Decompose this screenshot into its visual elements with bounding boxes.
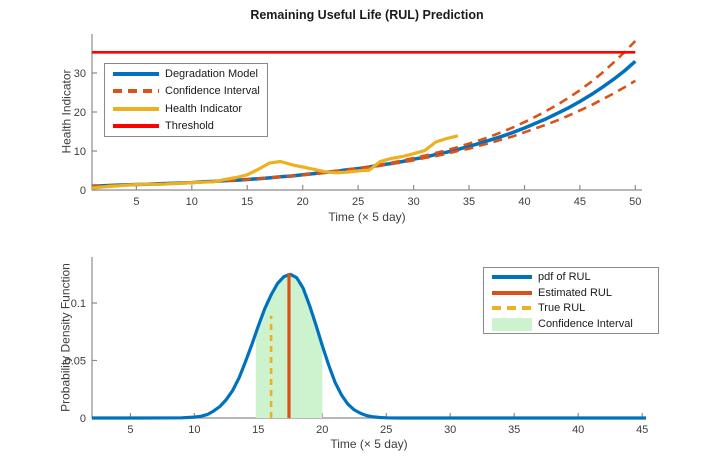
threshold-line-swatch	[113, 124, 159, 129]
health-indicator-line-swatch	[113, 106, 159, 111]
y-tick-label: 0	[80, 413, 86, 425]
y-tick-label: 20	[74, 107, 86, 119]
y-tick-label: 10	[74, 146, 86, 158]
legend-item-threshold: Threshold	[105, 118, 267, 136]
x-tick-label: 45	[636, 424, 648, 436]
x-tick-label: 35	[508, 424, 520, 436]
top-x-axis-label: Time (× 5 day)	[328, 210, 406, 224]
x-tick-label: 50	[629, 196, 641, 208]
bottom-x-axis-label: Time (× 5 day)	[330, 437, 408, 451]
estimated-rul-line-swatch	[492, 290, 532, 295]
x-tick-label: 30	[407, 196, 419, 208]
x-tick-label: 35	[463, 196, 475, 208]
rul-prediction-chart: 5 10 15 20 25 30 35 40 45 50 0 10 20 30	[74, 34, 642, 208]
rul-pdf-chart: 5 10 15 20 25 30 35 40 45 0 0.05 0.1	[65, 257, 648, 436]
legend-label: Confidence Interval	[538, 318, 633, 331]
x-tick-label: 10	[186, 196, 198, 208]
x-tick-label: 10	[188, 424, 200, 436]
legend-label: Degradation Model	[165, 67, 258, 80]
legend-label: True RUL	[538, 302, 586, 315]
top-y-axis-label: Health Indicator	[59, 69, 74, 154]
x-tick-label: 5	[127, 424, 133, 436]
confidence-interval-patch-swatch	[492, 317, 532, 331]
x-tick-label: 25	[380, 424, 392, 436]
degradation-model-line-swatch	[113, 71, 159, 76]
bottom-y-axis-label: Probability Density Function	[58, 263, 73, 412]
legend-label: Estimated RUL	[538, 286, 612, 299]
x-tick-label: 40	[572, 424, 584, 436]
x-tick-label: 15	[252, 424, 264, 436]
x-tick-label: 45	[574, 196, 586, 208]
x-tick-label: 15	[241, 196, 253, 208]
legend-item-degradation-model: Degradation Model	[105, 65, 267, 83]
y-tick-label: 30	[74, 68, 86, 80]
legend-item-pdf-of-rul: pdf of RUL	[484, 269, 658, 285]
legend-item-estimated-rul: Estimated RUL	[484, 285, 658, 301]
x-tick-label: 20	[297, 196, 309, 208]
legend-item-true-rul: True RUL	[484, 301, 658, 317]
true-rul-dashed-swatch	[492, 306, 532, 311]
x-tick-label: 20	[316, 424, 328, 436]
legend-label: pdf of RUL	[538, 270, 591, 283]
confidence-interval-dashed-swatch	[113, 89, 159, 94]
top-chart-legend: Degradation Model Confidence Interval He…	[104, 63, 268, 137]
legend-item-confidence-interval: Confidence Interval	[105, 83, 267, 101]
y-tick-label: 0.1	[71, 298, 86, 310]
legend-label: Health Indicator	[165, 102, 243, 115]
legend-item-health-indicator: Health Indicator	[105, 100, 267, 118]
y-tick-label: 0	[80, 185, 86, 197]
legend-label: Threshold	[165, 120, 214, 133]
series-pdf-of-rul	[92, 272, 646, 420]
x-tick-label: 30	[444, 424, 456, 436]
series-health-indicator	[91, 134, 459, 190]
x-tick-label: 25	[352, 196, 364, 208]
legend-label: Confidence Interval	[165, 85, 260, 98]
bottom-chart-legend: pdf of RUL Estimated RUL True RUL Confid…	[483, 267, 659, 335]
x-tick-label: 40	[518, 196, 530, 208]
legend-item-confidence-interval: Confidence Interval	[484, 316, 658, 332]
x-tick-label: 5	[133, 196, 139, 208]
figure-title: Remaining Useful Life (RUL) Prediction	[250, 8, 484, 22]
y-tick-label: 0.05	[65, 356, 86, 368]
pdf-line-swatch	[492, 274, 532, 279]
